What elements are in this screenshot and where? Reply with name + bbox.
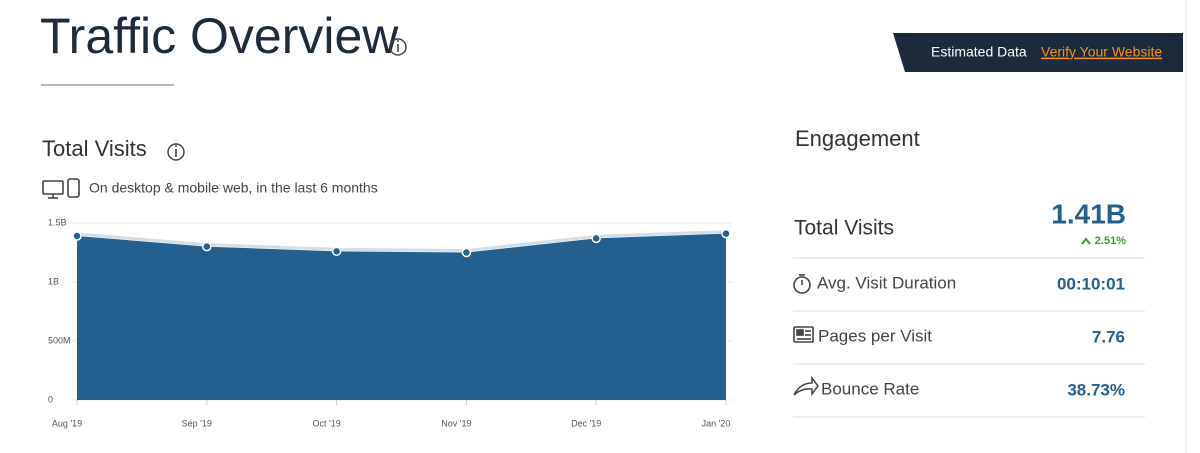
data-point: [721, 228, 731, 239]
y-tick-label: 1B: [48, 276, 59, 286]
y-tick-label: 1.5B: [48, 217, 67, 227]
metric-value: 1.41B: [1051, 198, 1126, 229]
device-icons: [42, 178, 80, 199]
banner-text: Estimated Data: [931, 44, 1027, 60]
y-tick-label: 0: [48, 394, 53, 404]
section-title: Total Visits: [42, 136, 147, 161]
data-point: [202, 241, 212, 252]
metric-value: 00:10:01: [1057, 274, 1125, 293]
x-tick-label: Dec '19: [571, 418, 601, 428]
metric-label: Avg. Visit Duration: [817, 273, 956, 292]
metric-change: 2.51%: [1095, 235, 1126, 247]
x-tick-label: Aug '19: [52, 418, 82, 428]
banner-link[interactable]: Verify Your Website: [1041, 44, 1162, 60]
info-icon[interactable]: [389, 38, 407, 56]
metric-label: Pages per Visit: [818, 326, 932, 345]
metric-value: 7.76: [1092, 327, 1125, 346]
bounce-icon: [793, 375, 819, 397]
metric-label: Bounce Rate: [821, 379, 919, 398]
page-title: Traffic Overview: [40, 8, 399, 64]
x-tick-label: Sep '19: [182, 418, 212, 428]
x-tick-label: Nov '19: [441, 418, 471, 428]
x-tick-label: Jan '20: [702, 418, 731, 428]
data-point: [591, 233, 601, 244]
metric-value: 38.73%: [1067, 380, 1125, 399]
y-tick-label: 500M: [48, 335, 71, 345]
engagement-title: Engagement: [795, 126, 920, 151]
area-outline: [76, 230, 727, 253]
banner: [893, 33, 1183, 72]
x-tick-label: Oct '19: [312, 418, 340, 428]
pages-icon: [793, 326, 814, 343]
info-icon[interactable]: [167, 143, 185, 161]
chart: 0 500M 1B 1.5B Aug '19 Sep '19 Oct '19 Nov '19 D…: [48, 217, 732, 428]
clock-icon: [793, 274, 811, 294]
data-point: [461, 247, 472, 258]
data-point: [72, 231, 82, 241]
data-point: [331, 246, 342, 257]
area: [77, 233, 726, 400]
metric-label: Total Visits: [794, 217, 894, 240]
up-arrow: [1081, 237, 1091, 245]
chart-subtitle: On desktop & mobile web, in the last 6 m…: [89, 180, 378, 196]
